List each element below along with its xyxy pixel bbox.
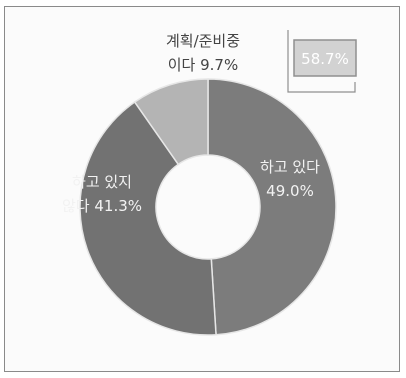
slice-planning xyxy=(133,78,209,166)
donut-slices xyxy=(79,78,337,336)
slice-yes xyxy=(207,78,337,336)
callout-box xyxy=(293,39,357,77)
slice-label-planning: 계획/준비중 이다 9.7% xyxy=(166,32,240,74)
callout: 58.7% xyxy=(287,30,357,93)
callout-value: 58.7% xyxy=(301,50,349,68)
slice-label-yes: 하고 있다 49.0% xyxy=(260,158,320,200)
slice-no xyxy=(79,101,217,336)
slice-label-no: 하고 있지 않다 41.3% xyxy=(62,173,142,215)
slice-labels: 하고 있다 49.0% 하고 있지 않다 41.3% 계획/준비중 이다 9.7% xyxy=(62,32,320,215)
callout-bracket xyxy=(287,30,356,93)
